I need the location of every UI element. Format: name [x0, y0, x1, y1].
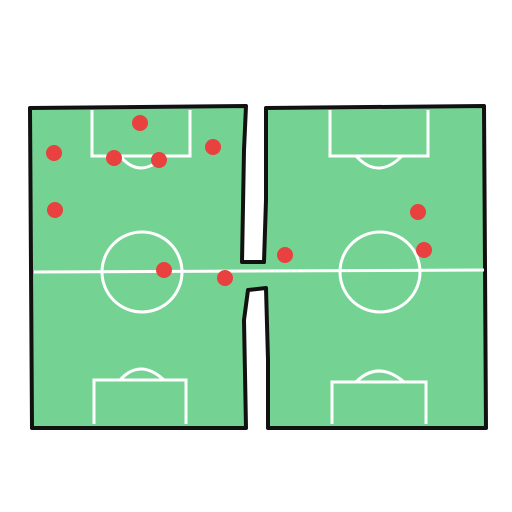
- player-dot: [47, 202, 63, 218]
- player-dot: [46, 145, 62, 161]
- player-dot: [156, 262, 172, 278]
- player-dot: [416, 242, 432, 258]
- player-dot: [132, 115, 148, 131]
- player-dot: [151, 152, 167, 168]
- player-dot: [410, 204, 426, 220]
- player-dot: [217, 270, 233, 286]
- player-dot: [277, 247, 293, 263]
- player-dot: [205, 139, 221, 155]
- player-dot: [106, 150, 122, 166]
